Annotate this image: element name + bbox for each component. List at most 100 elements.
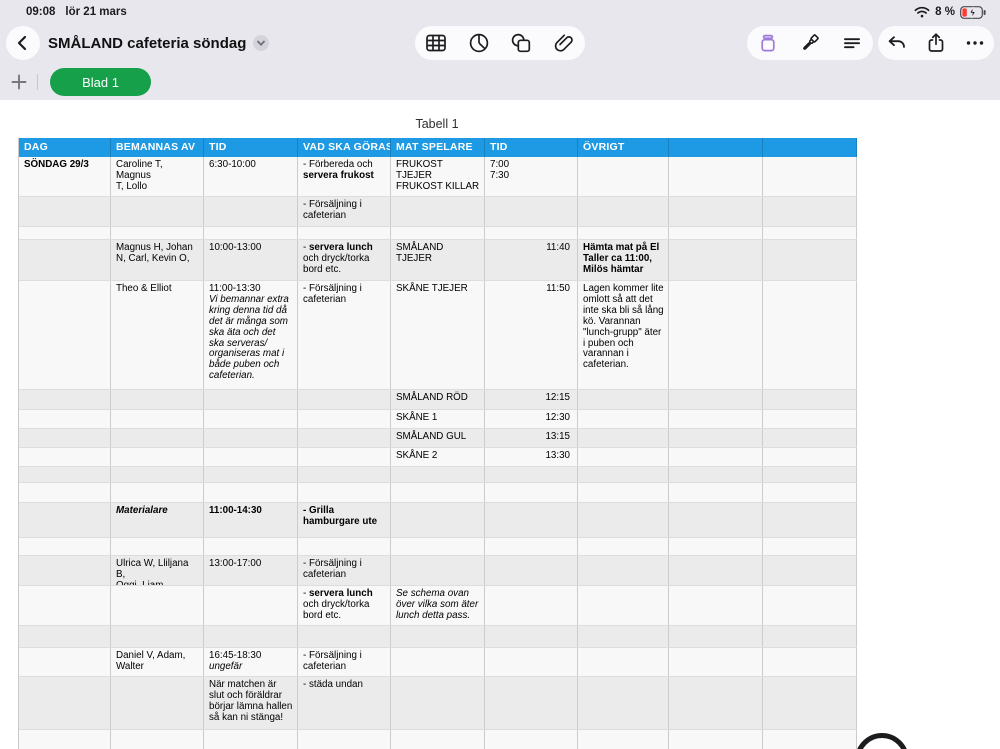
insert-shape-button[interactable] xyxy=(502,26,540,60)
table-cell[interactable]: 12:15 xyxy=(485,390,578,409)
table-cell[interactable] xyxy=(204,467,298,482)
table-cell[interactable]: Lagen kommer lite omlott så att det inte… xyxy=(578,281,669,389)
table-cell[interactable]: 11:40 xyxy=(485,240,578,280)
table-cell[interactable] xyxy=(19,538,111,555)
format-brush-button[interactable] xyxy=(791,26,829,60)
table-cell[interactable] xyxy=(19,390,111,409)
sheet-tab-blad1[interactable]: Blad 1 xyxy=(50,68,151,96)
table-cell[interactable] xyxy=(763,483,857,502)
table-cell[interactable]: Materialare xyxy=(111,503,204,537)
table-cell[interactable] xyxy=(19,467,111,482)
table-cell[interactable] xyxy=(578,538,669,555)
table-cell[interactable]: Ulrica W, Lliljana B,Oggi, Liam xyxy=(111,556,204,585)
table-cell[interactable] xyxy=(19,586,111,625)
column-header[interactable]: BEMANNAS AV xyxy=(111,138,204,157)
table-cell[interactable]: - Försäljning i cafeterian xyxy=(298,648,391,676)
share-button[interactable] xyxy=(917,26,955,60)
table-cell[interactable] xyxy=(763,240,857,280)
table-cell[interactable] xyxy=(485,648,578,676)
table-cell[interactable]: 11:00-13:30 Vi bemannar extra kring denna… xyxy=(204,281,298,389)
table-cell[interactable]: FRUKOST TJEJER FRUKOST KILLAR xyxy=(391,157,485,196)
table-cell[interactable] xyxy=(111,483,204,502)
table-cell[interactable] xyxy=(204,538,298,555)
table-cell[interactable] xyxy=(763,503,857,537)
table-cell[interactable] xyxy=(298,467,391,482)
table-cell[interactable] xyxy=(391,648,485,676)
table-cell[interactable] xyxy=(298,429,391,447)
table-cell[interactable] xyxy=(19,730,111,749)
table-cell[interactable]: SMÅLAND TJEJER xyxy=(391,240,485,280)
table-cell[interactable] xyxy=(204,626,298,647)
table-cell[interactable] xyxy=(111,586,204,625)
table-cell[interactable] xyxy=(19,281,111,389)
table-cell[interactable] xyxy=(763,429,857,447)
table-cell[interactable]: 13:15 xyxy=(485,429,578,447)
table-cell[interactable] xyxy=(19,429,111,447)
table-cell[interactable] xyxy=(485,467,578,482)
table-cell[interactable] xyxy=(204,227,298,239)
table-cell[interactable] xyxy=(19,448,111,466)
table-cell[interactable]: 7:00 7:30 xyxy=(485,157,578,196)
table-cell[interactable] xyxy=(485,503,578,537)
table-cell[interactable] xyxy=(763,227,857,239)
table-cell[interactable]: - Förbereda och servera frukost xyxy=(298,157,391,196)
table-cell[interactable] xyxy=(19,556,111,585)
table-cell[interactable]: Daniel V, Adam, Walter xyxy=(111,648,204,676)
table-cell[interactable] xyxy=(19,677,111,729)
table-cell[interactable]: Hämta mat på El Taller ca 11:00, Milös häm… xyxy=(578,240,669,280)
table-cell[interactable] xyxy=(578,390,669,409)
table-cell[interactable] xyxy=(298,448,391,466)
table-cell[interactable] xyxy=(111,467,204,482)
ellipsis-menu-button[interactable] xyxy=(956,26,994,60)
column-header[interactable]: TID xyxy=(485,138,578,157)
table-cell[interactable] xyxy=(578,157,669,196)
table-cell[interactable] xyxy=(485,227,578,239)
table-cell[interactable]: SKÅNE 1 xyxy=(391,410,485,428)
insert-chart-button[interactable] xyxy=(460,26,498,60)
table-cell[interactable] xyxy=(111,730,204,749)
table-cell[interactable] xyxy=(578,626,669,647)
table-cell[interactable]: - Grilla hamburgare ute xyxy=(298,503,391,537)
table-cell[interactable] xyxy=(669,556,763,585)
table-cell[interactable] xyxy=(669,730,763,749)
table-cell[interactable] xyxy=(298,626,391,647)
table-cell[interactable] xyxy=(669,648,763,676)
column-header[interactable] xyxy=(763,138,857,157)
table-cell[interactable] xyxy=(763,586,857,625)
insert-table-button[interactable] xyxy=(417,26,455,60)
table-cell[interactable] xyxy=(204,410,298,428)
table-cell[interactable]: Caroline T, Magnus T, Lollo xyxy=(111,157,204,196)
column-header[interactable] xyxy=(669,138,763,157)
document-title[interactable]: SMÅLAND cafeteria söndag xyxy=(48,34,247,52)
column-header[interactable]: ÖVRIGT xyxy=(578,138,669,157)
column-header[interactable]: MAT SPELARE xyxy=(391,138,485,157)
table-cell[interactable] xyxy=(669,538,763,555)
table-cell[interactable] xyxy=(578,448,669,466)
table-cell[interactable] xyxy=(669,467,763,482)
table-cell[interactable]: Theo & Elliot xyxy=(111,281,204,389)
table-cell[interactable] xyxy=(19,648,111,676)
table-cell[interactable]: 11:50 xyxy=(485,281,578,389)
table-cell[interactable] xyxy=(763,448,857,466)
table-cell[interactable] xyxy=(485,626,578,647)
table-cell[interactable] xyxy=(204,586,298,625)
table-cell[interactable]: - Försäljning i cafeterian xyxy=(298,281,391,389)
table-cell[interactable]: Se schema ovan över vilka som äter lunch… xyxy=(391,586,485,625)
table-cell[interactable] xyxy=(669,503,763,537)
table-cell[interactable]: SMÅLAND GUL xyxy=(391,429,485,447)
table-cell[interactable] xyxy=(298,483,391,502)
table-cell[interactable] xyxy=(485,483,578,502)
table-cell[interactable]: SMÅLAND RÖD xyxy=(391,390,485,409)
table-cell[interactable] xyxy=(578,429,669,447)
table-cell[interactable] xyxy=(298,227,391,239)
table-cell[interactable] xyxy=(391,556,485,585)
table-cell[interactable]: - servera lunch och dryck/torka bord etc. xyxy=(298,586,391,625)
table-cell[interactable] xyxy=(19,227,111,239)
table-cell[interactable] xyxy=(578,197,669,226)
table-cell[interactable] xyxy=(763,677,857,729)
table-cell[interactable]: 6:30-10:00 xyxy=(204,157,298,196)
table-cell[interactable] xyxy=(19,503,111,537)
table-cell[interactable] xyxy=(763,538,857,555)
table-cell[interactable] xyxy=(391,538,485,555)
title-menu-button[interactable] xyxy=(253,35,270,51)
